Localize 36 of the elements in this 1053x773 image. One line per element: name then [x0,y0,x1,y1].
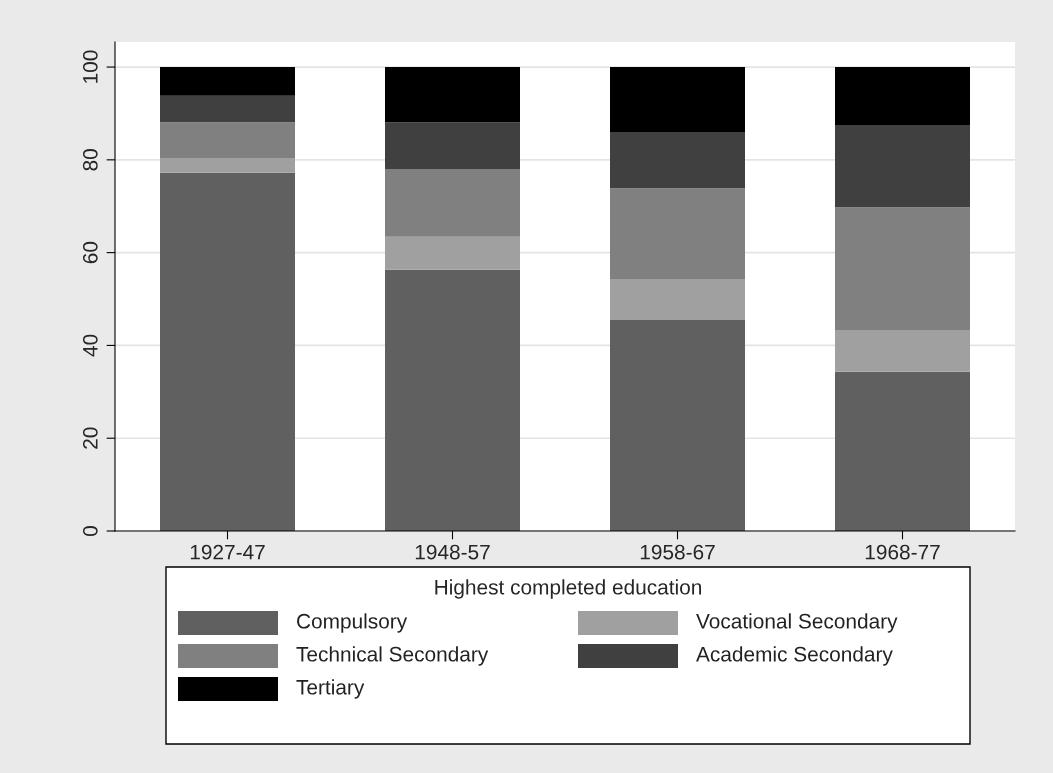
legend-label: Tertiary [296,679,365,699]
y-tick-label: 100 [82,50,98,83]
y-tick-label: 20 [82,427,98,449]
x-tick-label: 1948-57 [415,544,490,560]
legend-title: Highest completed education [435,579,701,599]
bar [385,67,520,123]
y-tick-label: 80 [82,149,98,171]
bar [835,207,970,331]
bar [160,122,295,158]
legend-label: Vocational Secondary [696,613,898,633]
bar [160,157,295,173]
bar [160,95,295,123]
bar [610,319,745,531]
bar [610,67,745,133]
legend-label: Academic Secondary [696,646,893,666]
bar [385,169,520,237]
bar [160,67,295,96]
bar [835,371,970,531]
bar [835,125,970,208]
y-tick-label: 60 [82,241,98,264]
bar [610,279,745,320]
bar [385,269,520,531]
bar [385,122,520,170]
x-tick-label: 1958-67 [640,544,715,560]
bar [160,172,295,531]
y-tick-label: 0 [82,526,98,536]
legend-label: Technical Secondary [296,646,489,666]
bar [610,188,745,280]
bar [610,132,745,189]
legend-label: Compulsory [297,613,408,633]
bar [835,330,970,372]
x-tick-label: 1968-77 [865,544,940,560]
bar [385,236,520,270]
bar [835,67,970,126]
y-tick-label: 40 [82,334,98,357]
x-tick-label: 1927-47 [190,544,265,560]
